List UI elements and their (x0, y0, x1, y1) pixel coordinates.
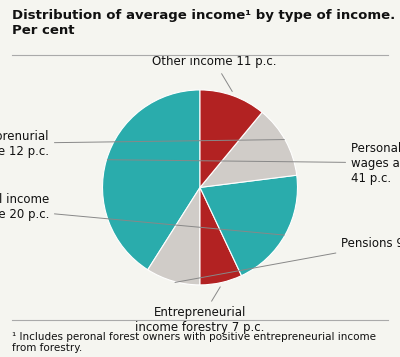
Text: Entrepreneurial income
agriculture 20 p.c.: Entrepreneurial income agriculture 20 p.… (0, 193, 284, 235)
Wedge shape (148, 187, 200, 285)
Text: Other entreprenurial
income 12 p.c.: Other entreprenurial income 12 p.c. (0, 130, 284, 157)
Wedge shape (200, 90, 262, 187)
Text: Entrepreneurial
income forestry 7 p.c.: Entrepreneurial income forestry 7 p.c. (135, 287, 265, 335)
Wedge shape (200, 112, 297, 187)
Wedge shape (200, 175, 298, 276)
Wedge shape (200, 187, 242, 285)
Text: Distribution of average income¹ by type of income. 2008.
Per cent: Distribution of average income¹ by type … (12, 9, 400, 37)
Text: Pensions 9 p.c.: Pensions 9 p.c. (175, 237, 400, 282)
Wedge shape (102, 90, 200, 270)
Text: Other income 11 p.c.: Other income 11 p.c. (152, 55, 277, 91)
Text: ¹ Includes peronal forest owners with positive entrepreneurial income
from fores: ¹ Includes peronal forest owners with po… (12, 332, 376, 353)
Text: Personal income,
wages and salaries
41 p.c.: Personal income, wages and salaries 41 p… (107, 142, 400, 185)
